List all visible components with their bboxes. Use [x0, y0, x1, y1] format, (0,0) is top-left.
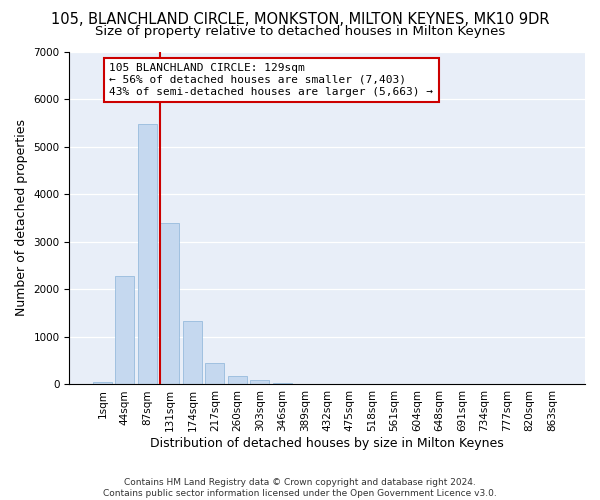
- X-axis label: Distribution of detached houses by size in Milton Keynes: Distribution of detached houses by size …: [151, 437, 504, 450]
- Bar: [250, 380, 269, 384]
- Text: 105, BLANCHLAND CIRCLE, MONKSTON, MILTON KEYNES, MK10 9DR: 105, BLANCHLAND CIRCLE, MONKSTON, MILTON…: [51, 12, 549, 28]
- Text: Size of property relative to detached houses in Milton Keynes: Size of property relative to detached ho…: [95, 25, 505, 38]
- Bar: [160, 222, 179, 384]
- Bar: [228, 376, 247, 384]
- Bar: [205, 362, 224, 384]
- Bar: [115, 276, 134, 384]
- Text: Contains HM Land Registry data © Crown copyright and database right 2024.
Contai: Contains HM Land Registry data © Crown c…: [103, 478, 497, 498]
- Bar: [272, 382, 292, 384]
- Bar: [138, 124, 157, 384]
- Text: 105 BLANCHLAND CIRCLE: 129sqm
← 56% of detached houses are smaller (7,403)
43% o: 105 BLANCHLAND CIRCLE: 129sqm ← 56% of d…: [109, 64, 433, 96]
- Bar: [183, 320, 202, 384]
- Bar: [93, 382, 112, 384]
- Y-axis label: Number of detached properties: Number of detached properties: [15, 120, 28, 316]
